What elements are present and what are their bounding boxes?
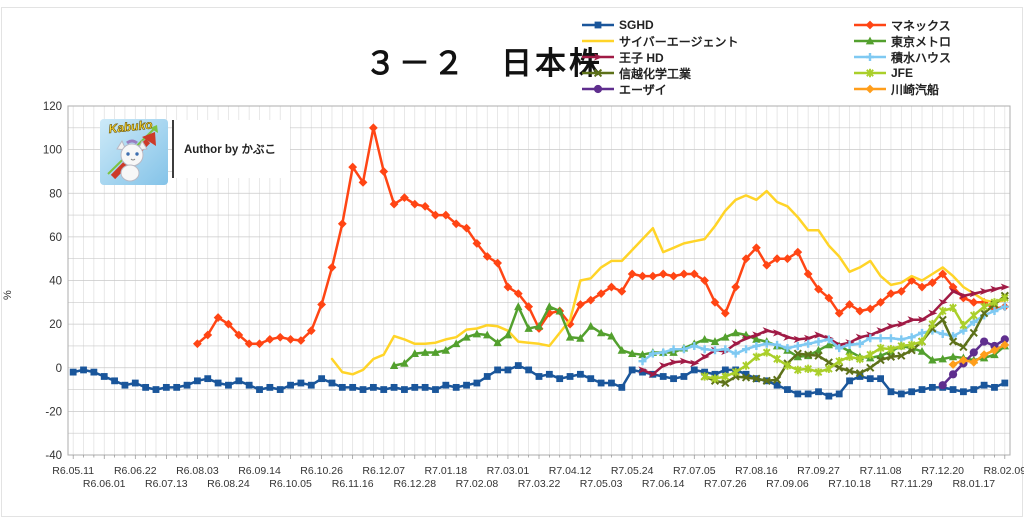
legend-marker-icon (582, 84, 614, 94)
legend-item: マネックス (853, 17, 1013, 33)
legend-marker-icon (582, 53, 614, 61)
x-tick-label: R6.06.01 (83, 478, 126, 490)
x-tick-label: R7.05.03 (580, 478, 623, 490)
legend-label: 王子 HD (619, 50, 664, 65)
x-tick-label: R7.04.12 (549, 465, 592, 477)
x-tick-label: R7.07.05 (673, 465, 716, 477)
x-axis-ticks (72, 455, 1006, 459)
y-tick-label: -20 (45, 406, 62, 418)
x-tick-label: R6.07.13 (145, 478, 188, 490)
x-tick-label: R6.06.22 (114, 465, 157, 477)
x-tick-label: R6.08.24 (207, 478, 250, 490)
x-tick-label: R6.09.14 (238, 465, 281, 477)
x-tick-label: R6.11.16 (332, 478, 374, 490)
y-tick-label: 60 (49, 232, 62, 244)
x-tick-label: R7.09.06 (766, 478, 809, 490)
x-tick-label: R7.08.16 (735, 465, 778, 477)
chart-legend: SGHD サイバーエージェント 王子 HD 信越化学工業 エーザイ マネックス 東京メトロ積… (581, 17, 1013, 97)
legend-marker-icon (582, 68, 614, 78)
x-tick-label: R8.01.17 (952, 478, 995, 490)
legend-column: SGHD サイバーエージェント 王子 HD 信越化学工業 エーザイ (581, 17, 853, 97)
legend-item: サイバーエージェント (581, 33, 853, 49)
series-line (948, 340, 1010, 369)
series-line (638, 302, 1009, 366)
x-tick-label: R8.02.09 (984, 465, 1024, 477)
legend-marker-icon (854, 68, 886, 78)
legend-label: 川崎汽船 (891, 82, 940, 97)
author-credit: Author by かぶこ (184, 144, 276, 156)
legend-label: マネックス (891, 18, 951, 33)
kabuko-logo: Kabuko (100, 119, 168, 185)
y-tick-label: 100 (43, 145, 62, 157)
y-tick-label: -40 (45, 450, 62, 462)
legend-label: サイバーエージェント (619, 34, 739, 49)
legend-marker-icon (582, 39, 614, 43)
legend-item: JFE (853, 65, 1013, 81)
x-tick-label: R7.06.14 (642, 478, 685, 490)
series-line (192, 123, 1010, 349)
legend-marker-icon (854, 20, 886, 30)
legend-label: SGHD (619, 18, 654, 32)
x-tick-label: R7.03.01 (487, 465, 530, 477)
series-line (700, 293, 1009, 383)
legend-item: 積水ハウス (853, 49, 1013, 65)
legend-column: マネックス 東京メトロ 積水ハウス JFE 川崎汽船 (853, 17, 1013, 97)
author-credit-box: Author by かぶこ (172, 120, 290, 178)
series-line (938, 335, 1009, 390)
y-tick-label: 80 (49, 188, 62, 200)
x-tick-label: R7.07.26 (704, 478, 747, 490)
x-tick-label: R6.10.26 (300, 465, 343, 477)
legend-marker-icon (854, 84, 886, 94)
x-tick-label: R7.11.29 (891, 478, 933, 490)
logo-text: Kabuko (108, 119, 153, 136)
x-tick-label: R6.05.11 (52, 465, 94, 477)
cat-mascot-icon (116, 139, 148, 182)
legend-label: 信越化学工業 (619, 66, 692, 81)
legend-item: 王子 HD (581, 49, 853, 65)
x-tick-label: R7.03.22 (518, 478, 561, 490)
x-tick-label: R7.10.18 (828, 478, 871, 490)
y-tick-label: 40 (49, 276, 62, 288)
y-axis-labels: -40 -20 0 20 40 60 80 100 120 (43, 101, 62, 462)
x-axis-labels: R6.05.11R6.06.01R6.06.22R6.07.13R6.08.03… (52, 465, 1024, 490)
legend-label: エーザイ (619, 82, 667, 97)
y-axis-unit: % (2, 290, 14, 300)
chart-title: ３－２ 日本株 (365, 46, 603, 81)
legend-marker-icon (854, 36, 886, 45)
legend-item: SGHD (581, 17, 853, 33)
legend-marker-icon (854, 53, 886, 61)
y-tick-label: 20 (49, 319, 62, 331)
legend-label: 東京メトロ (891, 34, 952, 49)
legend-item: 川崎汽船 (853, 81, 1013, 97)
y-tick-label: 0 (56, 363, 62, 375)
legend-item: エーザイ (581, 81, 853, 97)
x-tick-label: R6.08.03 (176, 465, 219, 477)
legend-label: JFE (891, 66, 914, 80)
x-tick-label: R7.01.18 (425, 465, 468, 477)
x-tick-label: R6.12.28 (393, 478, 436, 490)
x-tick-label: R7.12.20 (921, 465, 964, 477)
series-line (330, 189, 1007, 376)
x-tick-label: R7.09.27 (797, 465, 840, 477)
legend-item: 信越化学工業 (581, 65, 853, 81)
x-tick-label: R7.11.08 (860, 465, 902, 477)
x-tick-label: R6.12.07 (362, 465, 405, 477)
legend-label: 積水ハウス (891, 50, 952, 65)
x-tick-label: R7.05.24 (611, 465, 654, 477)
x-tick-label: R6.10.05 (269, 478, 312, 490)
y-tick-label: 120 (43, 101, 62, 113)
legend-item: 東京メトロ (853, 33, 1013, 49)
series-line (638, 283, 1010, 378)
x-tick-label: R7.02.08 (456, 478, 499, 490)
legend-marker-icon (582, 21, 614, 29)
